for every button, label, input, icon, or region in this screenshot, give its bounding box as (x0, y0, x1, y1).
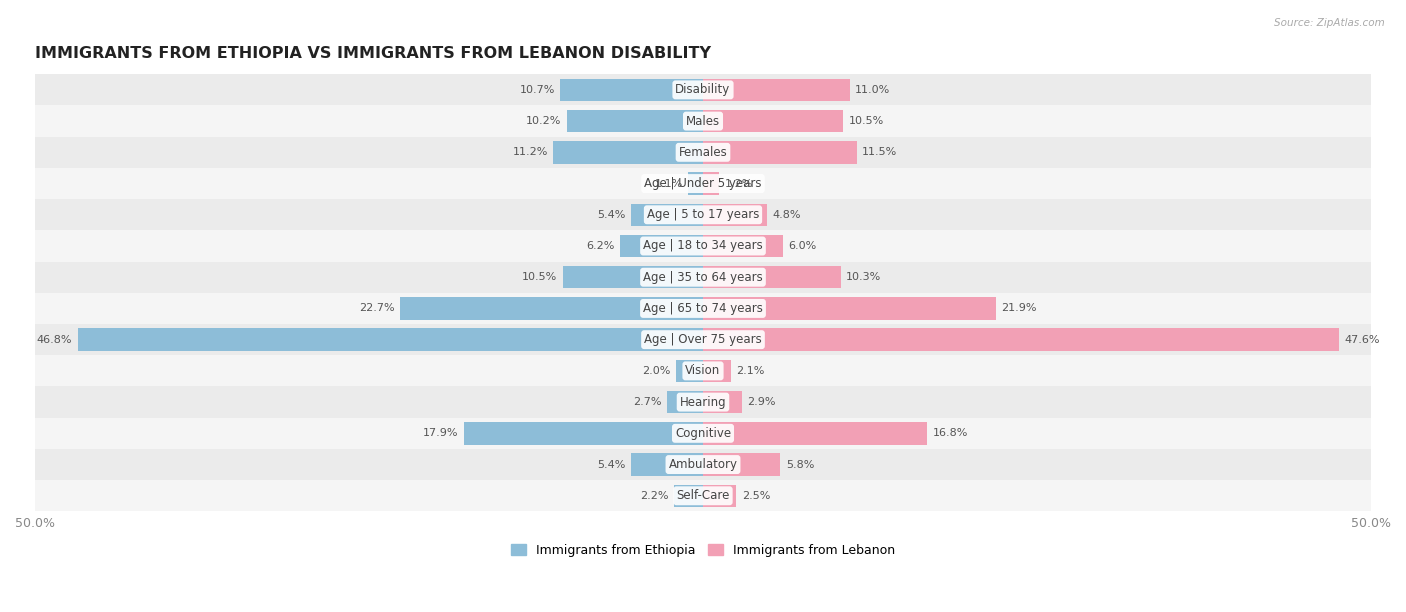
Bar (703, 360, 731, 382)
Text: Females: Females (679, 146, 727, 159)
Text: 5.4%: 5.4% (598, 460, 626, 469)
Text: 11.5%: 11.5% (862, 147, 897, 157)
Text: 21.9%: 21.9% (1001, 304, 1036, 313)
Bar (703, 235, 783, 257)
Bar (35, 480, 1371, 512)
Text: 16.8%: 16.8% (932, 428, 969, 438)
Bar (666, 391, 703, 413)
Text: 10.5%: 10.5% (522, 272, 557, 282)
Bar (703, 485, 737, 507)
Bar (35, 449, 1371, 480)
Bar (35, 136, 1371, 168)
Text: 17.9%: 17.9% (423, 428, 458, 438)
Text: Age | Over 75 years: Age | Over 75 years (644, 333, 762, 346)
Text: Age | 35 to 64 years: Age | 35 to 64 years (643, 271, 763, 284)
Text: 2.2%: 2.2% (640, 491, 668, 501)
Text: Age | 5 to 17 years: Age | 5 to 17 years (647, 208, 759, 222)
Text: 11.0%: 11.0% (855, 85, 890, 95)
Text: 1.2%: 1.2% (724, 179, 752, 188)
Text: 10.3%: 10.3% (846, 272, 882, 282)
Text: Hearing: Hearing (679, 395, 727, 409)
Bar (673, 485, 703, 507)
Bar (464, 422, 703, 444)
Text: 2.9%: 2.9% (747, 397, 776, 407)
Text: 6.2%: 6.2% (586, 241, 614, 251)
Text: Age | 65 to 74 years: Age | 65 to 74 years (643, 302, 763, 315)
Bar (620, 235, 703, 257)
Bar (631, 453, 703, 476)
Bar (35, 74, 1371, 105)
Text: Ambulatory: Ambulatory (668, 458, 738, 471)
Bar (703, 173, 718, 195)
Bar (676, 360, 703, 382)
Bar (703, 329, 1339, 351)
Bar (35, 261, 1371, 293)
Bar (689, 173, 703, 195)
Text: Vision: Vision (685, 364, 721, 378)
Bar (631, 204, 703, 226)
Text: 10.7%: 10.7% (519, 85, 555, 95)
Bar (35, 418, 1371, 449)
Text: 2.5%: 2.5% (742, 491, 770, 501)
Text: IMMIGRANTS FROM ETHIOPIA VS IMMIGRANTS FROM LEBANON DISABILITY: IMMIGRANTS FROM ETHIOPIA VS IMMIGRANTS F… (35, 46, 711, 61)
Bar (35, 199, 1371, 230)
Text: 10.2%: 10.2% (526, 116, 561, 126)
Bar (399, 297, 703, 319)
Text: Disability: Disability (675, 83, 731, 96)
Text: 47.6%: 47.6% (1344, 335, 1379, 345)
Bar (703, 297, 995, 319)
Text: Age | 18 to 34 years: Age | 18 to 34 years (643, 239, 763, 253)
Bar (703, 266, 841, 288)
Bar (703, 78, 851, 101)
Text: 6.0%: 6.0% (789, 241, 817, 251)
Bar (703, 204, 768, 226)
Text: 2.1%: 2.1% (737, 366, 765, 376)
Bar (35, 230, 1371, 261)
Bar (562, 266, 703, 288)
Bar (35, 387, 1371, 418)
Text: 5.8%: 5.8% (786, 460, 814, 469)
Bar (77, 329, 703, 351)
Bar (567, 110, 703, 132)
Text: 1.1%: 1.1% (655, 179, 683, 188)
Text: Males: Males (686, 114, 720, 127)
Text: 4.8%: 4.8% (772, 210, 801, 220)
Text: 11.2%: 11.2% (513, 147, 548, 157)
Text: 2.0%: 2.0% (643, 366, 671, 376)
Text: 22.7%: 22.7% (359, 304, 395, 313)
Text: Source: ZipAtlas.com: Source: ZipAtlas.com (1274, 18, 1385, 28)
Bar (703, 110, 844, 132)
Bar (35, 356, 1371, 387)
Bar (35, 105, 1371, 136)
Bar (554, 141, 703, 163)
Text: Cognitive: Cognitive (675, 427, 731, 440)
Text: 10.5%: 10.5% (849, 116, 884, 126)
Text: Age | Under 5 years: Age | Under 5 years (644, 177, 762, 190)
Text: 2.7%: 2.7% (633, 397, 662, 407)
Text: 5.4%: 5.4% (598, 210, 626, 220)
Bar (35, 168, 1371, 199)
Legend: Immigrants from Ethiopia, Immigrants from Lebanon: Immigrants from Ethiopia, Immigrants fro… (506, 539, 900, 562)
Bar (560, 78, 703, 101)
Bar (703, 141, 856, 163)
Bar (35, 293, 1371, 324)
Text: Self-Care: Self-Care (676, 489, 730, 502)
Bar (703, 391, 742, 413)
Text: 46.8%: 46.8% (37, 335, 72, 345)
Bar (703, 453, 780, 476)
Bar (703, 422, 928, 444)
Bar (35, 324, 1371, 356)
